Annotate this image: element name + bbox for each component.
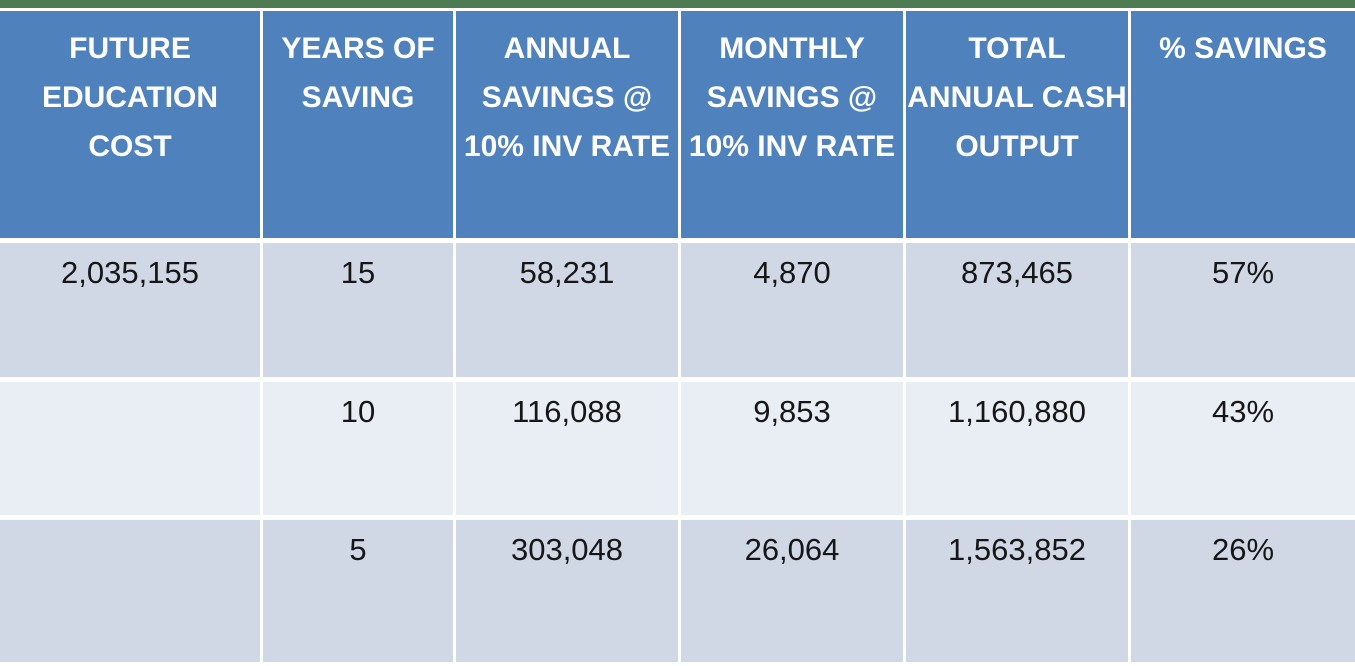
cell-annual-savings: 116,088 (453, 382, 678, 520)
cell-monthly-savings: 26,064 (678, 520, 903, 666)
cell-future-education-cost (0, 382, 260, 520)
column-header-monthly-savings: MONTHLY SAVINGS @ 10% INV RATE (678, 11, 903, 243)
cell-percent-savings: 43% (1128, 382, 1355, 520)
education-savings-table: FUTURE EDUCATION COST YEARS OF SAVING AN… (0, 11, 1355, 666)
cell-annual-savings: 58,231 (453, 243, 678, 382)
column-header-annual-savings: ANNUAL SAVINGS @ 10% INV RATE (453, 11, 678, 243)
cell-total-annual-cash-output: 1,160,880 (903, 382, 1128, 520)
header-row: FUTURE EDUCATION COST YEARS OF SAVING AN… (0, 11, 1355, 243)
cell-years-of-saving: 5 (260, 520, 453, 666)
cell-total-annual-cash-output: 1,563,852 (903, 520, 1128, 666)
cell-monthly-savings: 4,870 (678, 243, 903, 382)
column-header-percent-savings: % SAVINGS (1128, 11, 1355, 243)
column-header-total-annual-cash-output: TOTAL ANNUAL CASH OUTPUT (903, 11, 1128, 243)
table-row: 5 303,048 26,064 1,563,852 26% (0, 520, 1355, 666)
cell-future-education-cost: 2,035,155 (0, 243, 260, 382)
column-header-future-education-cost: FUTURE EDUCATION COST (0, 11, 260, 243)
column-header-years-of-saving: YEARS OF SAVING (260, 11, 453, 243)
cell-years-of-saving: 15 (260, 243, 453, 382)
cell-future-education-cost (0, 520, 260, 666)
cell-years-of-saving: 10 (260, 382, 453, 520)
cell-monthly-savings: 9,853 (678, 382, 903, 520)
table-row: 2,035,155 15 58,231 4,870 873,465 57% (0, 243, 1355, 382)
cell-percent-savings: 57% (1128, 243, 1355, 382)
cell-total-annual-cash-output: 873,465 (903, 243, 1128, 382)
top-accent-bar (0, 0, 1355, 8)
cell-annual-savings: 303,048 (453, 520, 678, 666)
table-row: 10 116,088 9,853 1,160,880 43% (0, 382, 1355, 520)
cell-percent-savings: 26% (1128, 520, 1355, 666)
